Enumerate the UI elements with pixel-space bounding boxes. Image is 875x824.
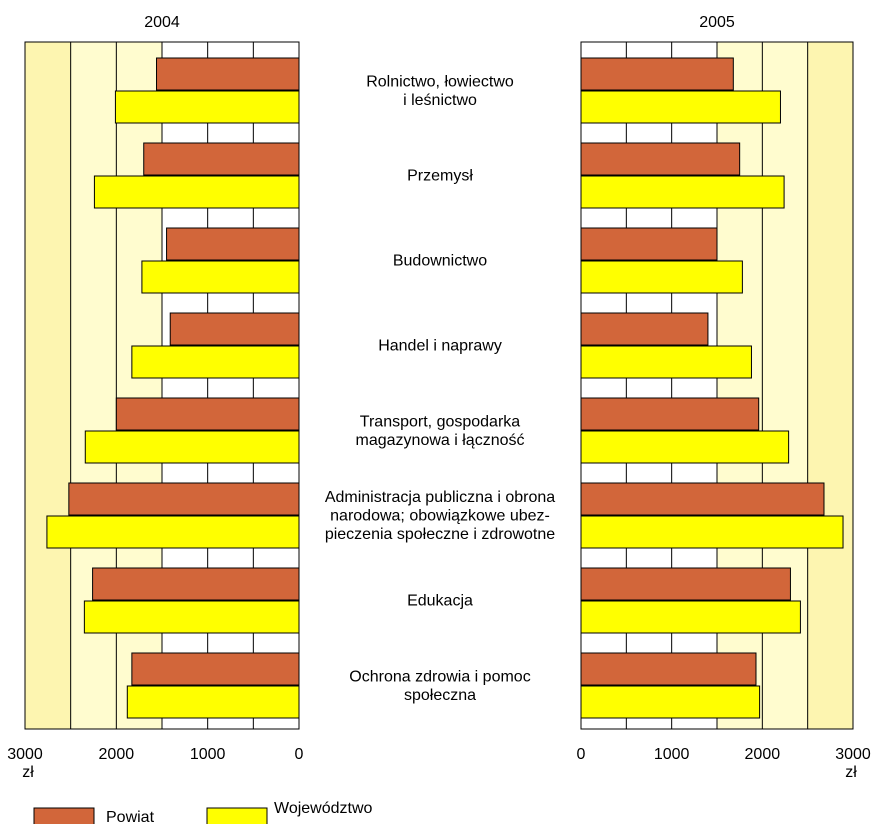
category-label: Transport, gospodarka <box>360 413 520 430</box>
panel-2004 <box>24 41 300 730</box>
axis-ticks: 3000 2000 1000 0 0 1000 2000 3000 <box>7 746 871 763</box>
category-label: społeczna <box>404 687 476 704</box>
panel-2005 <box>580 41 854 730</box>
bar-2005-powiat <box>580 652 757 686</box>
category-label: Handel i naprawy <box>378 338 502 355</box>
tick-label-2004: 1000 <box>190 746 226 763</box>
bar-2005-wojewodztwo <box>580 345 752 379</box>
category-label: pieczenia społeczne i zdrowotne <box>325 526 555 543</box>
background-band-2005 <box>807 42 853 729</box>
panel-title-2004: 2004 <box>144 14 180 31</box>
bar-2005-wojewodztwo <box>580 430 790 464</box>
category-label: narodowa; obowiązkowe ubez- <box>330 508 550 525</box>
bar-2004-wojewodztwo <box>46 515 300 549</box>
legend-swatch-wojewodztwo <box>206 807 268 824</box>
tick-label-2004: 3000 <box>7 746 43 763</box>
bar-2005-powiat <box>580 227 718 261</box>
bar-2004-wojewodztwo <box>93 175 300 209</box>
bar-2005-powiat <box>580 312 709 346</box>
tick-label-2005: 1000 <box>654 746 690 763</box>
category-label: Ochrona zdrowia i pomoc <box>349 668 530 685</box>
bar-2004-powiat <box>156 57 300 91</box>
category-label: magazynowa i łączność <box>356 432 525 449</box>
category-label: Budownictwo <box>393 253 487 270</box>
bar-2004-powiat <box>68 482 300 516</box>
bar-2005-powiat <box>580 57 734 91</box>
bar-2004-wojewodztwo <box>131 345 300 379</box>
legend-swatch-powiat <box>33 807 95 824</box>
bar-2005-wojewodztwo <box>580 260 743 294</box>
bar-2004-wojewodztwo <box>83 600 300 634</box>
bar-2004-powiat <box>131 652 300 686</box>
bar-2005-wojewodztwo <box>580 685 761 719</box>
bar-2005-powiat <box>580 482 825 516</box>
category-label: i leśnictwo <box>403 92 477 109</box>
category-label: Edukacja <box>407 593 473 610</box>
bar-2005-wojewodztwo <box>580 90 781 124</box>
bar-2004-wojewodztwo <box>84 430 300 464</box>
bar-2004-powiat <box>166 227 300 261</box>
category-label: Przemysł <box>407 168 473 185</box>
bar-2005-wojewodztwo <box>580 175 785 209</box>
legend-label-wojewodztwo: Województwo <box>274 800 373 817</box>
panel-frame-2004 <box>24 41 300 730</box>
category-label: Administracja publiczna i obrona <box>325 489 555 506</box>
x-unit-left: zł <box>22 764 34 781</box>
background-band-2004 <box>25 42 71 729</box>
panel-title-2005: 2005 <box>699 14 735 31</box>
bar-2005-wojewodztwo <box>580 515 844 549</box>
category-labels: Rolnictwo, łowiectwo i leśnictwo Przemysł B… <box>325 73 555 704</box>
bar-2004-wojewodztwo <box>141 260 300 294</box>
bar-2004-wojewodztwo <box>114 90 300 124</box>
panel-frame-2005 <box>580 41 854 730</box>
bar-2004-wojewodztwo <box>126 685 300 719</box>
bar-2005-powiat <box>580 397 760 431</box>
legend-label-powiat: Powiat <box>106 809 155 824</box>
bar-2005-powiat <box>580 567 791 601</box>
tick-label-2004: 0 <box>295 746 304 763</box>
tick-label-2005: 3000 <box>835 746 871 763</box>
bar-2005-wojewodztwo <box>580 600 801 634</box>
tick-label-2005: 0 <box>577 746 586 763</box>
legend: Powiat Województwo <box>33 800 373 824</box>
bar-2004-powiat <box>115 397 300 431</box>
bar-2004-powiat <box>92 567 300 601</box>
x-unit-right: zł <box>845 764 857 781</box>
bar-2004-powiat <box>169 312 300 346</box>
bar-2005-powiat <box>580 142 741 176</box>
tick-label-2004: 2000 <box>99 746 135 763</box>
tick-label-2005: 2000 <box>745 746 781 763</box>
bar-2004-powiat <box>143 142 300 176</box>
category-label: Rolnictwo, łowiectwo <box>366 73 514 90</box>
